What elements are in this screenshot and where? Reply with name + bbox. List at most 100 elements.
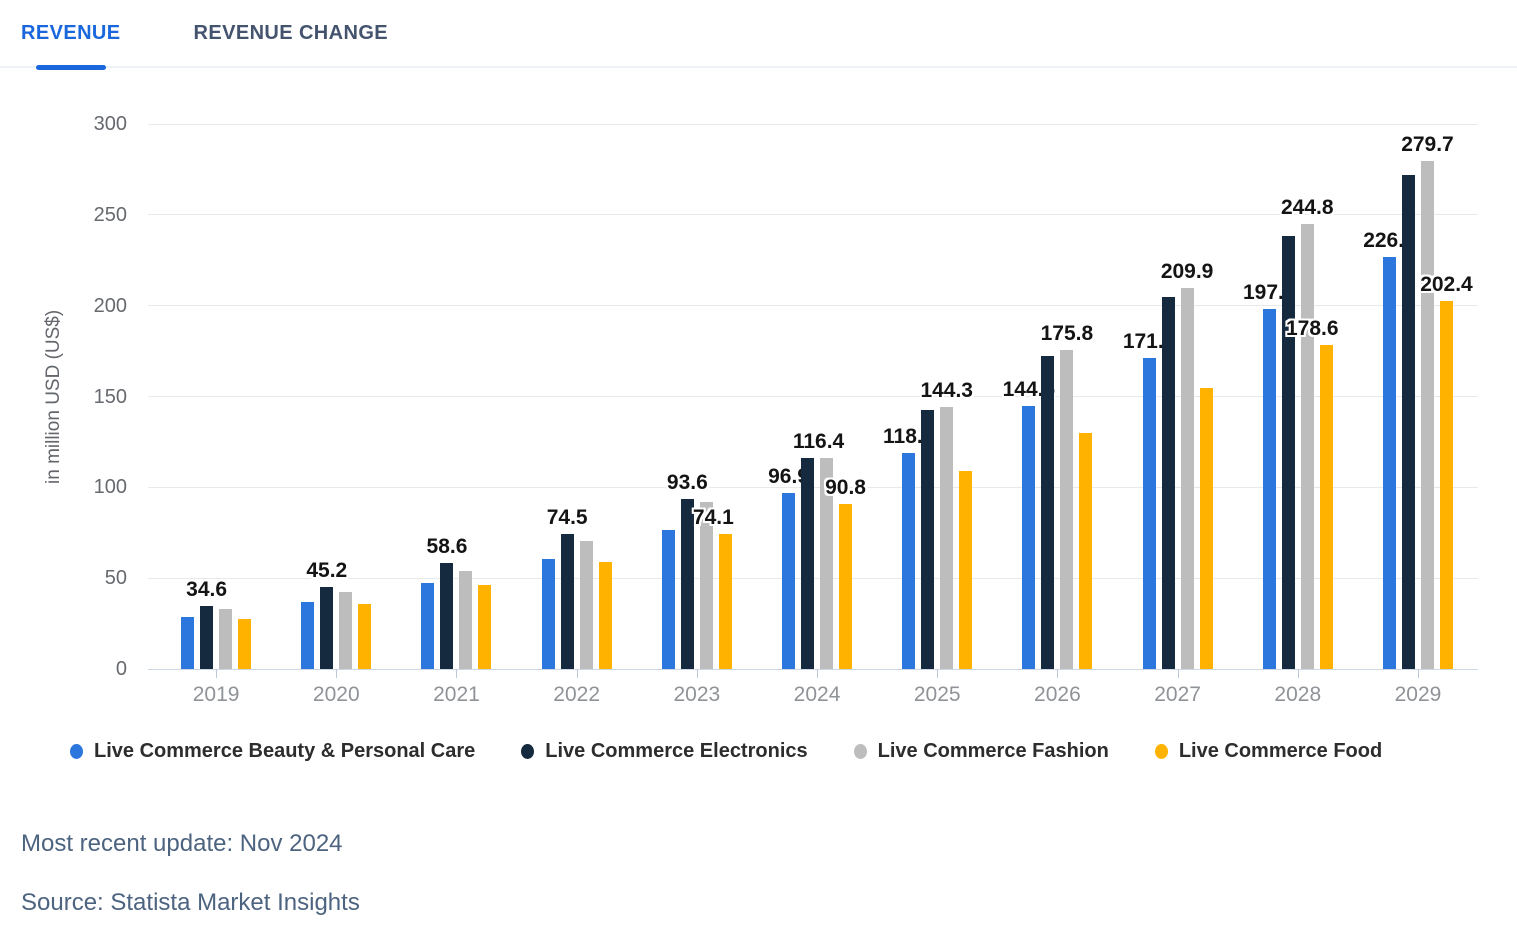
x-axis-tick <box>1057 669 1059 678</box>
bar[interactable] <box>598 562 612 669</box>
source-text: Source: Statista Market Insights <box>21 889 360 916</box>
bar[interactable] <box>1161 296 1175 669</box>
x-tick-label: 2025 <box>913 683 961 706</box>
x-tick-label: 2020 <box>312 683 360 706</box>
bar-value-label: 74.5 <box>546 505 588 529</box>
legend-dot-icon <box>853 744 867 759</box>
bar-value-label: 116.4 <box>792 429 845 453</box>
x-tick-label: 2026 <box>1034 683 1081 706</box>
bar[interactable] <box>801 458 815 669</box>
tab-revenue-change[interactable]: REVENUE CHANGE <box>194 0 389 66</box>
tab-bar: REVENUE REVENUE CHANGE <box>0 0 1517 70</box>
bar-group-2019: 34.6 2019 <box>156 124 276 706</box>
bar[interactable]: 171.0 <box>1123 330 1175 669</box>
x-tick-label: 2028 <box>1274 683 1322 706</box>
bar-group-2026: 144.6 175.8 2026 <box>997 124 1117 706</box>
legend-label: Live Commerce Fashion <box>877 740 1109 762</box>
bar[interactable] <box>579 541 593 669</box>
bar[interactable] <box>421 582 435 669</box>
active-tab-underline <box>35 65 106 70</box>
bar[interactable] <box>541 558 555 669</box>
bar[interactable] <box>219 608 233 669</box>
bar[interactable]: 74.5 <box>547 506 588 669</box>
bar[interactable]: 58.6 <box>427 535 467 669</box>
bar[interactable] <box>301 602 315 669</box>
bar[interactable]: 226.8 <box>1363 229 1416 669</box>
bar[interactable] <box>1401 174 1415 669</box>
bar-group-2022: 74.5 2022 <box>517 124 637 706</box>
bar-groups: 34.6 2019 45.2 2020 58.6 2021 74.5 2022 93.6 74.1… <box>148 124 1478 706</box>
bar-value-label: 90.8 <box>825 476 866 500</box>
bar[interactable]: 45.2 <box>306 559 347 669</box>
bar[interactable] <box>1281 235 1295 669</box>
legend-item[interactable]: Live Commerce Fashion <box>853 740 1109 763</box>
bar-value-label: 74.1 <box>692 506 734 530</box>
tab-revenue[interactable]: REVENUE <box>21 0 121 70</box>
bar-value-label: 34.6 <box>186 578 228 602</box>
bar[interactable]: 116.4 <box>793 430 844 669</box>
gridline <box>148 396 1478 397</box>
bar[interactable]: 144.6 <box>1003 378 1055 669</box>
x-axis-tick <box>456 669 458 678</box>
bar-value-label: 93.6 <box>666 470 708 494</box>
bar[interactable] <box>478 585 492 669</box>
bar[interactable]: 178.6 <box>1286 317 1339 669</box>
legend-dot-icon <box>70 744 83 759</box>
legend-item[interactable]: Live Commerce Electronics <box>521 740 808 763</box>
last-update-text: Most recent update: Nov 2024 <box>21 830 343 857</box>
bar[interactable]: 279.7 <box>1401 133 1454 669</box>
bar[interactable]: 34.6 <box>186 578 227 669</box>
bar[interactable]: 93.6 <box>667 471 708 669</box>
plot-area: 34.6 2019 45.2 2020 58.6 2021 74.5 2022 93.6 74.1… <box>148 123 1478 706</box>
x-tick-label: 2022 <box>553 683 601 706</box>
bar[interactable]: 74.1 <box>693 506 734 669</box>
gridline <box>148 214 1478 216</box>
bar-value-label: 58.6 <box>426 534 468 558</box>
bar[interactable]: 197.9 <box>1243 281 1296 669</box>
bar[interactable] <box>959 471 973 669</box>
x-tick-label: 2029 <box>1394 683 1442 706</box>
y-tick-label: 200 <box>93 294 127 317</box>
x-axis-tick <box>336 669 338 678</box>
bar[interactable]: 118.7 <box>883 425 934 669</box>
bar[interactable]: 96.9 <box>768 465 809 669</box>
bar[interactable] <box>339 591 353 669</box>
bar-value-label: 244.8 <box>1281 196 1334 220</box>
bar[interactable]: 244.8 <box>1281 196 1334 669</box>
bar[interactable]: 202.4 <box>1420 273 1473 669</box>
bar[interactable] <box>238 619 252 669</box>
bar[interactable] <box>661 530 675 669</box>
bar[interactable] <box>459 570 473 669</box>
tab-revenue-change-label: REVENUE CHANGE <box>193 21 389 44</box>
bar-group-2020: 45.2 2020 <box>276 124 396 706</box>
x-axis-tick <box>576 669 578 678</box>
bar[interactable]: 90.8 <box>825 476 866 669</box>
x-tick-label: 2027 <box>1154 683 1201 706</box>
bar-value-label: 279.7 <box>1401 132 1454 156</box>
legend-item[interactable]: Live Commerce Beauty & Personal Care <box>70 740 475 763</box>
y-tick-label: 0 <box>115 658 127 680</box>
bar-group-2028: 197.9 244.8 178.6 2028 <box>1238 124 1358 706</box>
bar[interactable] <box>699 501 713 669</box>
bar[interactable] <box>181 617 195 669</box>
legend-label: Live Commerce Electronics <box>545 740 808 762</box>
bar[interactable]: 175.8 <box>1041 322 1093 669</box>
bar-value-label: 209.9 <box>1160 259 1214 283</box>
bar[interactable] <box>921 410 935 669</box>
bar-value-label: 178.6 <box>1286 316 1339 340</box>
bar[interactable] <box>1041 356 1055 669</box>
bar[interactable] <box>1079 432 1093 669</box>
bar[interactable] <box>1199 388 1213 669</box>
bar-value-label: 175.8 <box>1040 321 1094 345</box>
gridline <box>148 305 1478 307</box>
bar[interactable]: 144.3 <box>920 379 973 669</box>
x-axis-tick <box>937 669 939 678</box>
legend: Live Commerce Beauty & Personal Care Live… <box>70 740 1382 763</box>
x-tick-label: 2023 <box>673 683 721 706</box>
bar-group-2027: 171.0 209.9 2027 <box>1118 124 1238 706</box>
bar[interactable]: 209.9 <box>1161 260 1213 669</box>
y-tick-label: 250 <box>93 203 127 226</box>
bar[interactable] <box>358 604 372 669</box>
legend-item[interactable]: Live Commerce Food <box>1154 740 1382 763</box>
y-tick-label: 100 <box>93 476 127 499</box>
